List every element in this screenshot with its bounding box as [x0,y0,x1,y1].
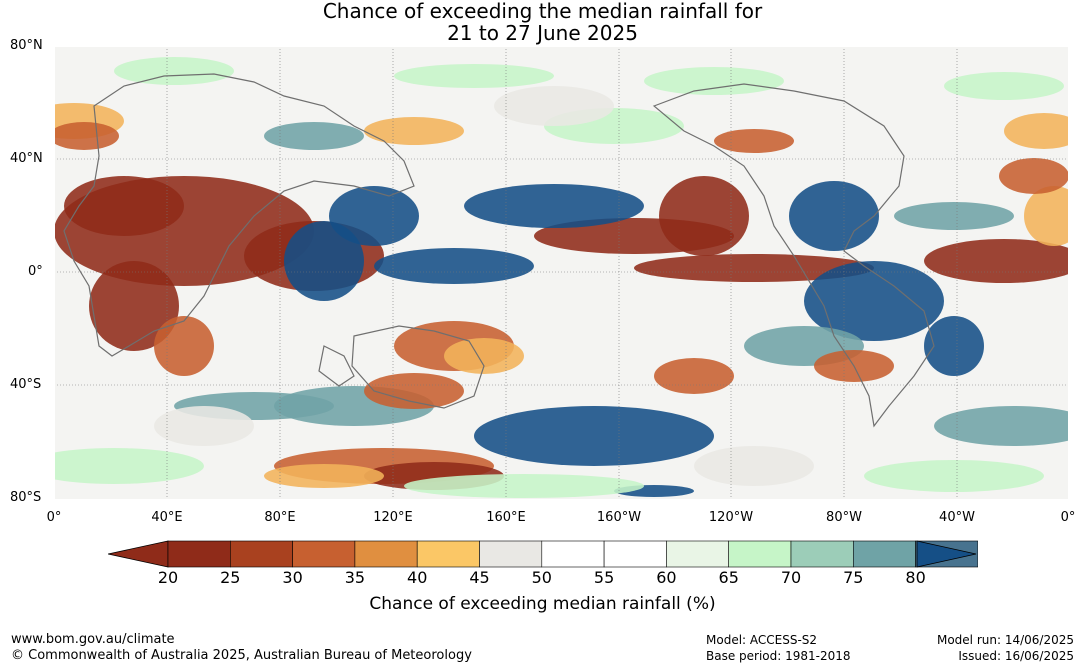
anomaly-region-dry-strong [64,176,184,236]
anomaly-region-dry-light [444,338,524,374]
lon-label-80w: 80°W [826,510,862,525]
graticule [54,46,1069,500]
anomaly-region-wet-strong [804,261,944,341]
colorbar-tick-label: 80 [905,568,926,587]
anomaly-region-dry-strong [534,218,734,254]
colorbar-tick-label: 20 [157,568,179,587]
anomaly-region-wet-strong [789,181,879,251]
lon-label-160w: 160°W [596,510,642,525]
colorbar-cell [479,540,543,568]
map-frame [54,46,1069,500]
anomaly-region-wet-strong [464,184,644,228]
footer-model: Model: ACCESS-S2 [706,633,818,647]
anomaly-region-dry-light [364,117,464,145]
colorbar-tick-label: 70 [780,568,802,587]
colorbar-cell [541,540,605,568]
anomaly-region-dry [54,122,119,150]
colorbar-tick-label: 75 [843,568,864,587]
colorbar-tick-label: 45 [469,568,490,587]
australia-outline [351,325,485,409]
anomaly-region-neutral [694,446,814,486]
africa-eurasia-outline [63,73,415,357]
anomaly-region-wet-strong [374,248,534,284]
colorbar-tick-label: 60 [656,568,677,587]
lon-label-160e: 160°E [486,510,526,525]
anomaly-region-dry-strong [89,261,179,351]
anomaly-region-neutral [494,86,614,126]
anomaly-region-wet-light [394,64,554,88]
anomaly-region-wet-strong [474,406,714,466]
footer-model-run: Model run: 14/06/2025 [936,633,1074,647]
rainfall-probability-map [54,46,1069,500]
anomaly-region-wet-strong [329,186,419,246]
colorbar-tick-label: 30 [282,568,303,587]
colorbar-cell [354,540,418,568]
colorbar-cell [852,540,916,568]
anomaly-region-dry-light [1004,113,1069,149]
footer-copyright: © Commonwealth of Australia 2025, Austra… [11,648,472,663]
anomaly-region-wet-strong [284,221,364,301]
colorbar-cell [790,540,854,568]
lon-label-40e: 40°E [151,510,183,525]
anomaly-region-dry [654,358,734,394]
title-line-2: 21 to 27 June 2025 [447,21,638,45]
anomaly-region-wet-light [114,57,234,85]
lat-label-40s: 40°S [10,377,42,392]
lon-label-0-right: 0° [1060,510,1076,525]
footer-base-period: Base period: 1981-2018 [706,649,851,663]
anomaly-region-dry-light [1024,186,1069,246]
colorbar-cells [167,540,978,568]
anomaly-region-dry [999,158,1069,194]
colorbar-below-arrow [108,540,169,568]
lat-label-40n: 40°N [10,151,43,166]
lon-label-40w: 40°W [939,510,975,525]
anomaly-region-wet [264,122,364,150]
anomaly-region-wet [894,202,1014,230]
anomaly-region-dry-strong [634,254,874,282]
anomaly-region-wet [934,406,1069,446]
lat-label-80s: 80°S [10,490,42,505]
anomaly-region-neutral [154,406,254,446]
anomaly-region-wet-strong [924,316,984,376]
lon-label-120w: 120°W [708,510,754,525]
anomaly-region-dry [154,316,214,376]
lon-label-0-left: 0° [46,510,62,525]
colorbar-label: Chance of exceeding median rainfall (%) [369,594,716,614]
colorbar-cell [728,540,792,568]
anomaly-region-dry-light [264,464,384,488]
lon-label-120e: 120°E [373,510,413,525]
colorbar-tick-label: 40 [407,568,428,587]
anomaly-region-wet-light [54,448,204,484]
footer-issued: Issued: 16/06/2025 [958,649,1074,663]
lat-label-80n: 80°N [10,38,43,53]
colorbar-tick-label: 50 [531,568,552,587]
anomaly-region-wet-light [864,460,1044,492]
anomaly-region-wet-light [944,72,1064,100]
lat-label-0: 0° [28,264,43,279]
colorbar-tick-label: 25 [220,568,241,587]
lon-label-80e: 80°E [264,510,296,525]
colorbar-tick-label: 55 [593,568,615,587]
anomaly-region-dry [714,129,794,153]
probability-regions [54,57,1069,498]
footer-website: www.bom.gov.au/climate [11,632,175,647]
anomaly-region-wet-light [644,67,784,95]
colorbar-cell [416,540,480,568]
coastlines [63,73,935,428]
colorbar-tick-label: 65 [718,568,739,587]
colorbar-cell [167,540,231,568]
title-line-1: Chance of exceeding the median rainfall … [322,0,763,23]
colorbar-cell [292,540,356,568]
colorbar-cell [666,540,730,568]
colorbar-tick-label: 35 [344,568,366,587]
colorbar-cell [230,540,293,568]
islands-outline [318,345,355,387]
colorbar-above-arrow [916,540,977,568]
americas-outline [652,83,935,428]
colorbar-cell [603,540,667,568]
colorbar [108,540,978,568]
anomaly-region-wet-light [404,474,644,498]
anomaly-region-dry [364,373,464,409]
map-title: Chance of exceeding the median rainfall … [0,0,1085,44]
